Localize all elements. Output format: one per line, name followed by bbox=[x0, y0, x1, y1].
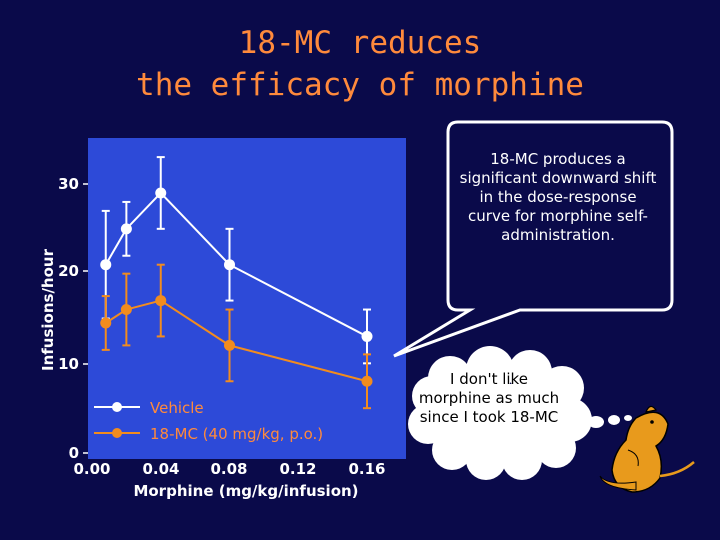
legend-label-18mc: 18-MC (40 mg/kg, p.o.) bbox=[150, 425, 323, 443]
data-point-vehicle bbox=[224, 259, 235, 271]
data-point-18mc bbox=[155, 295, 167, 307]
legend-marker-18mc bbox=[112, 428, 122, 438]
thought-bubble bbox=[408, 346, 632, 480]
x-tick-label: 0.12 bbox=[279, 460, 316, 478]
data-point-vehicle bbox=[361, 330, 373, 342]
y-axis-label: Infusions/hour bbox=[39, 248, 57, 371]
thought-bubble-text: I don't like morphine as much since I to… bbox=[418, 370, 560, 426]
x-tick-label: 0.00 bbox=[73, 460, 110, 478]
axis-ticks bbox=[83, 183, 88, 454]
data-point-vehicle bbox=[155, 187, 167, 199]
legend: Vehicle 18-MC (40 mg/kg, p.o.) bbox=[94, 399, 323, 443]
cartoon-rat-icon bbox=[599, 405, 695, 493]
data-point-vehicle bbox=[120, 223, 132, 235]
data-point-18mc bbox=[100, 317, 112, 329]
x-axis-label: Morphine (mg/kg/infusion) bbox=[133, 482, 358, 500]
legend-marker-vehicle bbox=[112, 402, 122, 412]
data-point-18mc bbox=[361, 375, 373, 387]
title-line-1: 18-MC reduces bbox=[238, 25, 482, 61]
title-line-2: the efficacy of morphine bbox=[136, 67, 584, 103]
callout-text: 18-MC produces a significant downward sh… bbox=[459, 150, 657, 244]
y-tick-label: 30 bbox=[58, 175, 79, 193]
data-point-18mc bbox=[120, 304, 132, 316]
data-point-18mc bbox=[224, 339, 235, 351]
plot-area bbox=[88, 138, 406, 459]
x-tick-label: 0.16 bbox=[348, 460, 385, 478]
data-point-vehicle bbox=[100, 259, 112, 271]
series-layer bbox=[100, 156, 373, 410]
y-tick-label: 10 bbox=[58, 355, 79, 373]
legend-label-vehicle: Vehicle bbox=[150, 399, 204, 417]
y-tick-label: 20 bbox=[58, 262, 79, 280]
y-tick-label: 0 bbox=[69, 444, 79, 462]
x-tick-label: 0.08 bbox=[210, 460, 247, 478]
speech-bubble bbox=[393, 120, 674, 358]
x-tick-label: 0.04 bbox=[142, 460, 179, 478]
slide-title: 18-MC reduces the efficacy of morphine bbox=[0, 22, 720, 106]
